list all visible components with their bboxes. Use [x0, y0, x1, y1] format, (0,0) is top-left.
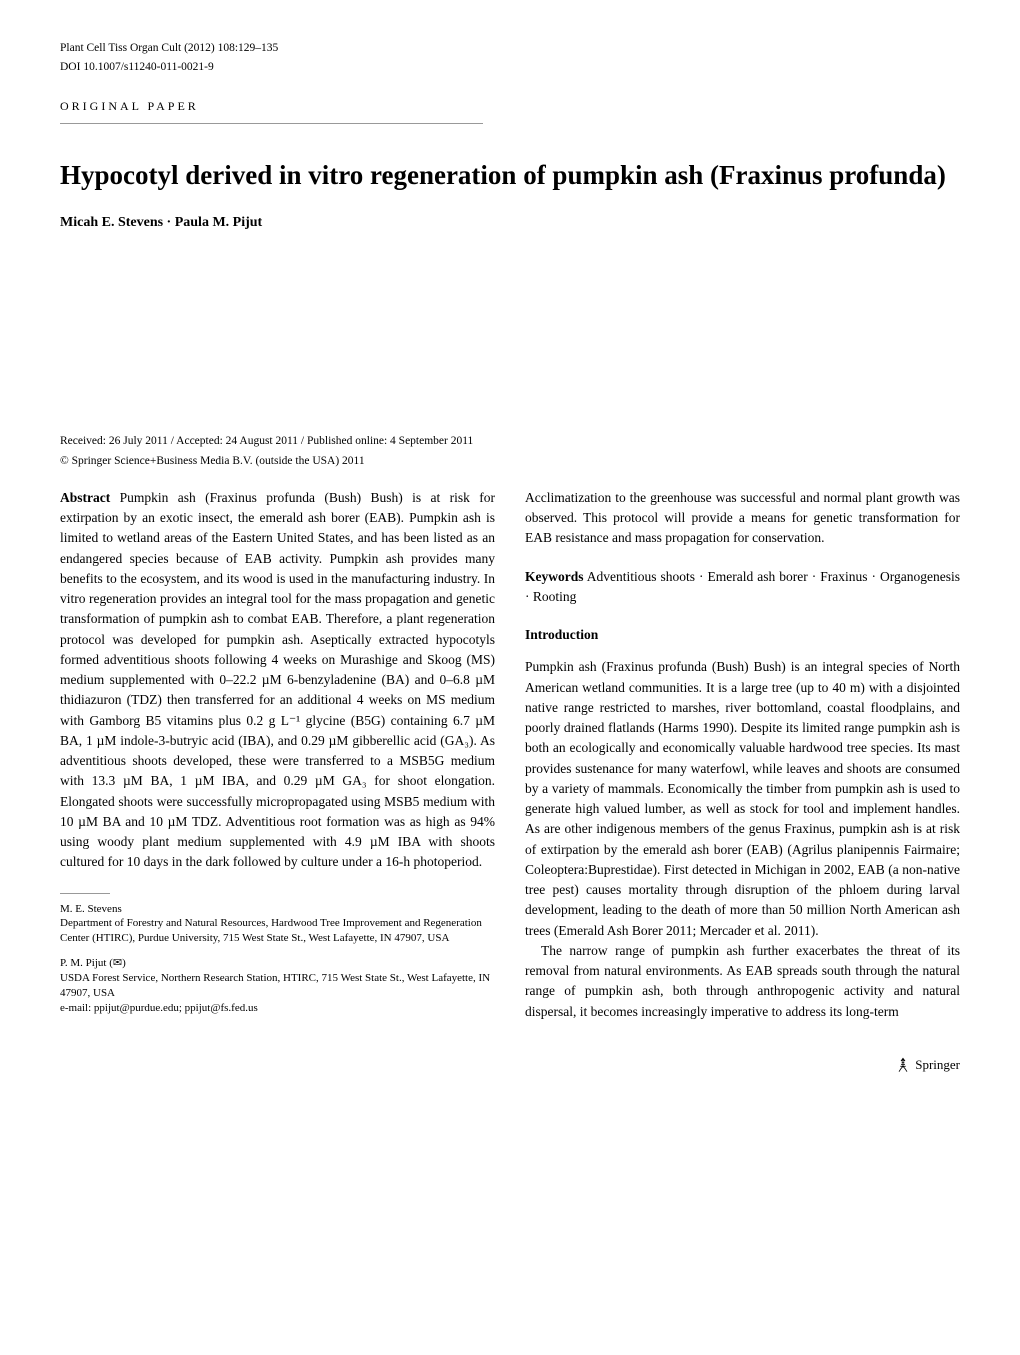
affiliation-2-name: P. M. Pijut (✉) — [60, 956, 495, 971]
affiliation-1-name: M. E. Stevens — [60, 902, 495, 917]
springer-icon — [895, 1057, 911, 1073]
header-separator — [60, 123, 483, 124]
introduction-heading: Introduction — [525, 625, 960, 645]
right-column: Acclimatization to the greenhouse was su… — [525, 488, 960, 1026]
abstract-label: Abstract — [60, 490, 110, 505]
keywords-text: Adventitious shoots · Emerald ash borer … — [525, 569, 960, 604]
affiliation-1: M. E. Stevens Department of Forestry and… — [60, 902, 495, 947]
introduction-para-2: The narrow range of pumpkin ash further … — [525, 941, 960, 1022]
paper-title: Hypocotyl derived in vitro regeneration … — [60, 159, 960, 193]
introduction-para-1: Pumpkin ash (Fraxinus profunda (Bush) Bu… — [525, 657, 960, 941]
journal-reference: Plant Cell Tiss Organ Cult (2012) 108:12… — [60, 40, 960, 57]
abstract-text: Pumpkin ash (Fraxinus profunda (Bush) Bu… — [60, 490, 495, 870]
keywords-label: Keywords — [525, 569, 584, 584]
affiliation-1-address: Department of Forestry and Natural Resou… — [60, 917, 482, 944]
publisher-name: Springer — [915, 1055, 960, 1075]
doi: DOI 10.1007/s11240-011-0021-9 — [60, 59, 960, 76]
publisher-logo: Springer — [895, 1055, 960, 1075]
affiliation-2: P. M. Pijut (✉) USDA Forest Service, Nor… — [60, 956, 495, 1015]
two-column-layout: Abstract Pumpkin ash (Fraxinus profunda … — [60, 488, 960, 1026]
page-footer: Springer — [60, 1055, 960, 1078]
left-column: Abstract Pumpkin ash (Fraxinus profunda … — [60, 488, 495, 1026]
affiliation-2-email: e-mail: ppijut@purdue.edu; ppijut@fs.fed… — [60, 1002, 258, 1014]
copyright: © Springer Science+Business Media B.V. (… — [60, 453, 960, 470]
authors: Micah E. Stevens · Paula M. Pijut — [60, 212, 960, 233]
affiliation-separator — [60, 893, 110, 894]
publication-dates: Received: 26 July 2011 / Accepted: 24 Au… — [60, 433, 960, 450]
paper-type-label: ORIGINAL PAPER — [60, 97, 960, 115]
abstract-continuation: Acclimatization to the greenhouse was su… — [525, 488, 960, 549]
affiliation-2-address: USDA Forest Service, Northern Research S… — [60, 972, 490, 999]
